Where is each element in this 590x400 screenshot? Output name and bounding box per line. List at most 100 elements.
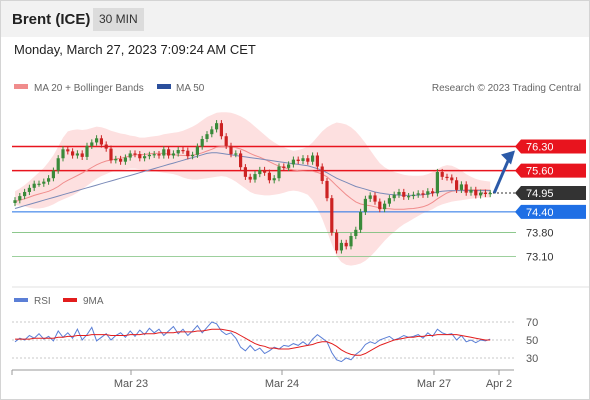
candle-body (287, 164, 291, 168)
candle-body (61, 149, 65, 159)
candle (162, 146, 166, 159)
candle (368, 192, 372, 202)
candle-body (229, 145, 233, 155)
candle (56, 155, 60, 174)
candle-body (335, 232, 339, 251)
candle-body (479, 192, 483, 196)
ma50-line (14, 152, 491, 209)
level-label-76-30: 76.30 (526, 142, 554, 154)
rsi-grid: 70 50 30 (12, 317, 538, 365)
candle-body (109, 148, 113, 161)
candle (349, 232, 353, 250)
candle (325, 177, 329, 202)
candle (330, 195, 334, 236)
candle (488, 189, 492, 198)
candle-body (306, 158, 310, 162)
candle (306, 155, 310, 165)
candle (354, 226, 358, 240)
candle-body (450, 177, 454, 181)
candle (123, 154, 127, 165)
candle (42, 178, 46, 187)
candle (75, 150, 79, 159)
candle (210, 126, 214, 138)
candle (234, 150, 238, 158)
candle-body (219, 123, 223, 137)
instrument-name: Brent (ICE) (12, 11, 91, 28)
candle-body (392, 194, 396, 199)
candle-body (152, 154, 156, 156)
candle (138, 151, 142, 162)
candle (51, 167, 55, 182)
legend-label-rsi: RSI (34, 296, 51, 307)
candle (66, 146, 70, 155)
candle-body (114, 158, 118, 161)
candle (37, 180, 41, 187)
rsi-legend: RSI 9MA (14, 296, 104, 307)
candle (253, 170, 257, 183)
candle-body (416, 193, 420, 195)
timeframe-badge[interactable]: 30 MIN (93, 8, 144, 31)
candle (47, 175, 51, 185)
x-tick-label: Mar 23 (114, 378, 148, 390)
candle-body (445, 176, 449, 179)
candle-body (383, 203, 387, 210)
level-tag-74-95 (515, 186, 586, 200)
level-labels: 76.30 75.60 74.95 74.40 73.80 73.10 (515, 139, 586, 264)
candle-body (138, 154, 142, 159)
candle (335, 229, 339, 254)
candle (272, 175, 276, 184)
candle-body (80, 153, 84, 157)
candle-body (239, 153, 243, 168)
candle-body (315, 155, 319, 167)
candle (344, 239, 348, 250)
candle-body (426, 191, 430, 195)
header-bar: Brent (ICE) 30 MIN (1, 1, 589, 37)
candle (387, 195, 391, 207)
candle (248, 173, 252, 183)
rsi-tick-label: 30 (526, 353, 538, 365)
level-label-75-60: 75.60 (526, 166, 554, 178)
forecast-arrow-head (501, 150, 515, 165)
candle (167, 146, 171, 159)
watermark: Research © 2023 Trading Central (432, 83, 581, 94)
candle-body (258, 169, 262, 175)
candle (119, 155, 123, 165)
bollinger-band (15, 112, 491, 266)
candle (191, 151, 195, 160)
candle-body (37, 183, 41, 185)
candle (435, 168, 439, 197)
candle-body (354, 229, 358, 236)
candle (176, 146, 180, 157)
level-label-73-80: 73.80 (526, 228, 554, 240)
candle-body (459, 184, 463, 190)
candle-body (291, 159, 295, 165)
candle (95, 135, 99, 146)
candle (277, 163, 281, 182)
candle-body (248, 176, 252, 180)
candle-body (47, 178, 51, 182)
candle-body (469, 189, 473, 193)
candle-body (42, 181, 46, 184)
candle-body (205, 134, 209, 139)
candle (195, 143, 199, 158)
candle-body (320, 166, 324, 181)
candle (152, 151, 156, 158)
candle-body (488, 193, 492, 195)
candle (258, 166, 262, 178)
candle-body (339, 242, 343, 251)
candle-body (431, 191, 435, 194)
candle (301, 155, 305, 165)
candle-body (464, 184, 468, 193)
candle-body (407, 196, 411, 198)
candle-body (296, 159, 300, 162)
candle-body (359, 211, 363, 230)
candle-body (272, 178, 276, 181)
candle (474, 186, 478, 199)
candle (18, 193, 22, 204)
candle-body (435, 172, 439, 194)
candle-body (133, 153, 137, 155)
candle-body (123, 157, 127, 162)
candle-body (397, 191, 401, 195)
candle-body (368, 195, 372, 199)
